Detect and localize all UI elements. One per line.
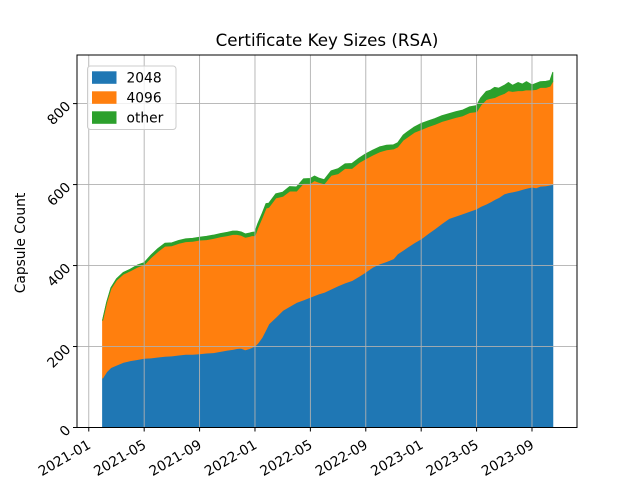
x-tick-label: 2023-05 [424, 437, 482, 480]
legend-label-4096: 4096 [127, 91, 162, 107]
y-tick-label: 400 [44, 261, 74, 291]
legend-swatch-2048 [92, 71, 117, 84]
grid-layer [77, 55, 577, 428]
y-tick-label: 200 [44, 342, 74, 372]
x-tick-label: 2023-01 [368, 437, 426, 480]
y-tick-label: 0 [57, 423, 75, 441]
legend-label-other: other [127, 111, 164, 127]
plot-border [76, 54, 578, 428]
chart-title: Certificate Key Sizes (RSA) [216, 30, 439, 50]
legend-swatch-other [92, 111, 117, 124]
x-tick-label: 2022-09 [313, 437, 371, 480]
legend: 2048 4096 other [87, 65, 177, 130]
x-tick-label: 2022-05 [257, 437, 315, 480]
x-tick-label: 2021-09 [147, 437, 205, 480]
series-area-other [102, 71, 554, 321]
legend-label-2048: 2048 [127, 71, 162, 87]
x-tick-label: 2021-01 [36, 437, 94, 480]
x-tick-label: 2023-09 [479, 437, 537, 480]
y-axis-label: Capsule Count [13, 192, 29, 293]
area-layer [102, 71, 554, 428]
legend-swatch-4096 [92, 91, 117, 104]
y-tick-label: 800 [44, 99, 74, 129]
x-tick-label: 2022-01 [202, 437, 260, 480]
x-tick-label: 2021-05 [91, 437, 149, 480]
y-tick-label: 600 [44, 180, 74, 210]
